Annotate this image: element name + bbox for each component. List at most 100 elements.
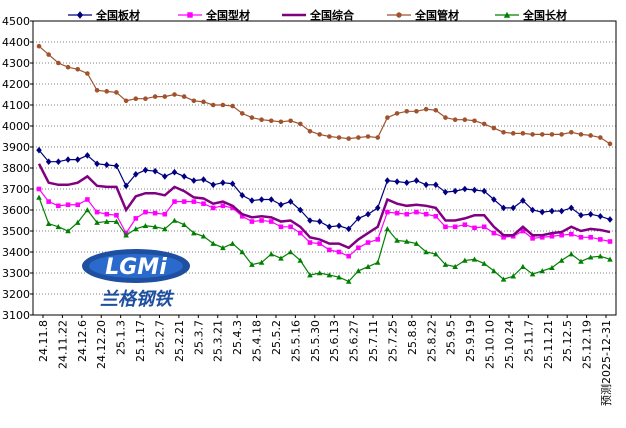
x-tick-label: 24.11.22 [56,320,69,369]
legend-item: 全国型材 [178,8,250,22]
data-point [36,186,42,192]
logo-text: LGMi [105,255,167,280]
data-point [336,249,342,255]
data-point [558,257,565,263]
series-2 [37,163,611,250]
data-point [152,210,158,216]
data-point [75,202,81,208]
data-point [152,167,158,175]
data-point [36,146,42,154]
data-point [587,210,594,218]
data-point [171,168,178,176]
data-point [423,106,429,112]
data-point [327,247,332,253]
data-point [336,274,342,280]
data-point [143,96,148,101]
series-0 [36,146,613,233]
legend-item: 全国管材 [387,8,459,22]
data-point [559,132,564,137]
data-point [307,128,313,134]
x-tick-label: 25.4.18 [251,320,264,362]
data-point [307,240,313,245]
y-tick-label: 4100 [2,99,30,112]
y-tick-label: 3400 [2,246,30,259]
data-point [491,196,497,203]
data-point [346,136,351,141]
data-point [607,216,613,223]
data-point [403,238,410,244]
data-point [298,230,303,236]
data-point [249,115,255,120]
data-point [103,218,110,224]
data-point [481,187,487,195]
data-point [346,253,351,259]
data-point [113,162,120,170]
data-point [432,181,439,189]
data-point [442,261,449,267]
data-point [433,214,439,219]
data-point [307,272,313,278]
x-tick-label: 24.12.20 [95,320,108,369]
data-point [298,121,303,127]
data-point [132,171,139,178]
data-point [452,187,458,195]
data-point [84,152,91,159]
data-point [396,12,402,18]
data-point [103,161,110,169]
data-point [268,196,275,203]
data-point [230,103,235,109]
x-tick-label: 25.2.21 [173,320,186,362]
data-point [578,235,584,240]
data-point [443,224,448,230]
y-tick-label: 3700 [2,183,30,196]
data-point [65,228,71,234]
legend-label: 全国长材 [522,8,567,22]
data-point [249,197,255,204]
data-point [568,204,575,212]
lgmi-logo: LGMi 兰格钢铁 [82,249,190,310]
data-point [539,235,545,240]
data-point [317,241,322,246]
data-point [336,135,342,140]
y-tick-label: 3600 [2,204,30,217]
data-point [191,230,197,236]
data-point [385,209,390,215]
data-point [607,256,613,262]
data-point [549,264,555,271]
x-tick-label: 25.12.5 [561,320,574,362]
data-point [558,207,565,215]
series-layer [36,43,613,284]
data-point [413,240,420,246]
data-point [36,194,42,200]
data-point [374,259,381,265]
data-point [142,222,149,229]
data-point [123,232,129,238]
y-tick-label: 3500 [2,225,30,238]
data-point [452,117,458,122]
data-point [503,11,511,18]
data-point [278,224,284,230]
data-point [220,245,226,251]
data-point [365,210,371,218]
data-point [529,271,536,277]
x-tick-label: 25.10.10 [484,320,497,369]
data-point [65,202,71,208]
data-point [278,119,284,125]
data-point [336,222,342,230]
data-point [239,111,245,116]
data-point [239,192,246,199]
data-point [510,131,516,136]
x-tick-label: 25.2.7 [153,320,166,355]
data-point [501,130,506,135]
data-point [432,251,439,257]
x-tick-label: 25.8.8 [406,320,419,355]
data-point [287,198,294,205]
data-point [559,232,564,238]
data-point [259,117,264,122]
data-point [452,224,458,230]
data-point [187,12,193,18]
data-point [46,52,51,57]
data-point [510,273,517,279]
data-point [403,179,410,186]
data-point [104,211,110,217]
